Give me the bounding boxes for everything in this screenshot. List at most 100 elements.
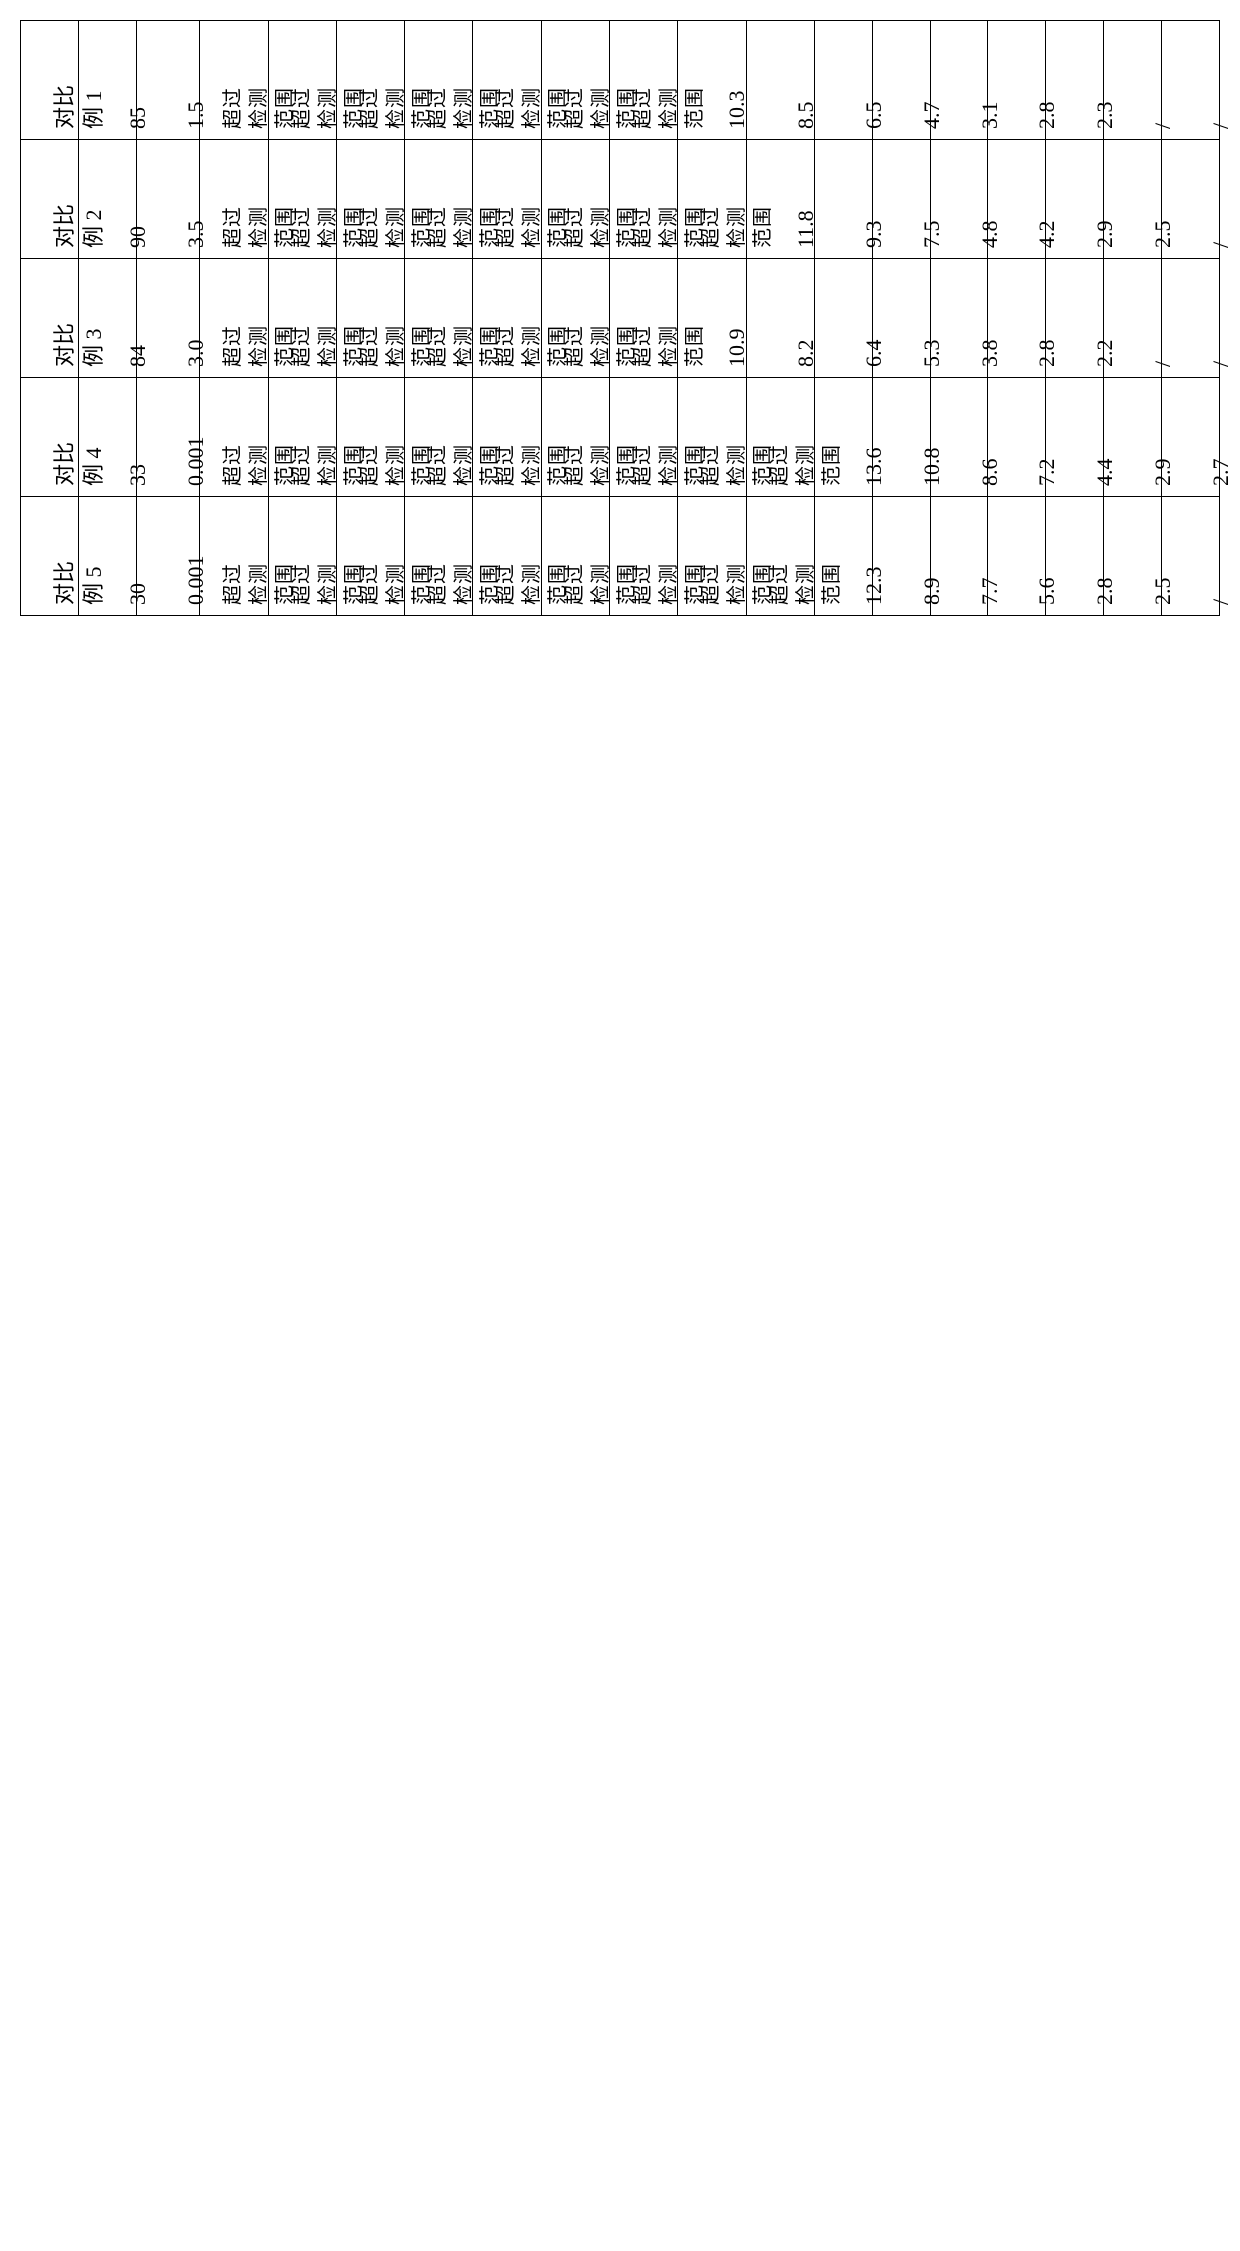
table-cell: 超过 检测 范围: [541, 259, 609, 378]
table-cell: 超过 检测 范围: [610, 259, 678, 378]
table-cell: 超过 检测 范围: [610, 497, 678, 616]
table-cell: 超过 检测 范围: [541, 378, 609, 497]
table-cell: 9.3: [814, 140, 872, 259]
table-cell: 超过 检测 范围: [268, 259, 336, 378]
table-cell: 3.8: [930, 259, 988, 378]
row-label-cell: 对比 例 3: [21, 259, 79, 378]
cell-value: /: [1162, 21, 1240, 139]
table-cell: 超过 检测 范围: [405, 259, 473, 378]
table-row: 对比 例 5300.001超过 检测 范围超过 检测 范围超过 检测 范围超过 …: [21, 497, 1220, 616]
table-cell: 超过 检测 范围: [200, 259, 268, 378]
data-table: 对比 例 1851.5超过 检测 范围超过 检测 范围超过 检测 范围超过 检测…: [20, 20, 1220, 616]
table-cell: 2.7: [1162, 378, 1220, 497]
table-cell: 10.8: [872, 378, 930, 497]
table-cell: 超过 检测 范围: [336, 21, 404, 140]
cell-value: 2.7: [1162, 378, 1240, 496]
table-cell: 2.8: [1046, 497, 1104, 616]
table-cell: 超过 检测 范围: [541, 497, 609, 616]
table-cell: 超过 检测 范围: [541, 140, 609, 259]
table-row: 对比 例 2903.5超过 检测 范围超过 检测 范围超过 检测 范围超过 检测…: [21, 140, 1220, 259]
table-cell: 超过 检测 范围: [336, 497, 404, 616]
table-cell: 8.5: [746, 21, 814, 140]
row-label-cell: 对比 例 1: [21, 21, 79, 140]
table-cell: 超过 检测 范围: [336, 378, 404, 497]
cell-value: /: [1162, 259, 1240, 377]
row-label-cell: 对比 例 2: [21, 140, 79, 259]
table-cell: 4.2: [988, 140, 1046, 259]
table-cell: 10.9: [678, 259, 746, 378]
table-cell: 超过 检测 范围: [200, 21, 268, 140]
table-cell: 超过 检测 范围: [200, 140, 268, 259]
table-cell: 超过 检测 范围: [473, 140, 541, 259]
row-label-cell: 对比 例 5: [21, 497, 79, 616]
table-cell: 4.7: [872, 21, 930, 140]
table-cell: 85: [78, 21, 136, 140]
table-cell: 8.9: [872, 497, 930, 616]
table-cell: /: [1162, 497, 1220, 616]
table-cell: 1.5: [136, 21, 200, 140]
table-cell: 超过 检测 范围: [610, 21, 678, 140]
table-cell: 超过 检测 范围: [473, 497, 541, 616]
table-cell: 12.3: [814, 497, 872, 616]
table-body: 对比 例 1851.5超过 检测 范围超过 检测 范围超过 检测 范围超过 检测…: [21, 21, 1220, 616]
table-cell: 超过 检测 范围: [336, 140, 404, 259]
table-cell: 8.2: [746, 259, 814, 378]
table-row: 对比 例 3843.0超过 检测 范围超过 检测 范围超过 检测 范围超过 检测…: [21, 259, 1220, 378]
cell-value: /: [1162, 140, 1240, 258]
table-cell: 90: [78, 140, 136, 259]
cell-value: /: [1162, 497, 1240, 615]
table-cell: 2.9: [1046, 140, 1104, 259]
table-cell: 超过 检测 范围: [405, 21, 473, 140]
table-cell: 8.6: [930, 378, 988, 497]
table-cell: 超过 检测 范围: [268, 140, 336, 259]
table-cell: 6.5: [814, 21, 872, 140]
table-cell: 7.2: [988, 378, 1046, 497]
table-cell: 2.2: [1046, 259, 1104, 378]
table-cell: 33: [78, 378, 136, 497]
table-cell: 11.8: [746, 140, 814, 259]
table-cell: /: [1104, 259, 1162, 378]
table-cell: /: [1162, 259, 1220, 378]
table-cell: 3.0: [136, 259, 200, 378]
page: 对比 例 1851.5超过 检测 范围超过 检测 范围超过 检测 范围超过 检测…: [20, 20, 1220, 616]
table-cell: 超过 检测 范围: [746, 497, 814, 616]
table-cell: 超过 检测 范围: [200, 497, 268, 616]
table-cell: 30: [78, 497, 136, 616]
table-cell: 超过 检测 范围: [268, 497, 336, 616]
table-cell: 10.3: [678, 21, 746, 140]
table-cell: 超过 检测 范围: [405, 140, 473, 259]
table-cell: 超过 检测 范围: [678, 497, 746, 616]
table-cell: 超过 检测 范围: [678, 378, 746, 497]
table-cell: 0.001: [136, 378, 200, 497]
table-cell: 超过 检测 范围: [610, 140, 678, 259]
table-cell: 超过 检测 范围: [405, 378, 473, 497]
table-cell: 超过 检测 范围: [610, 378, 678, 497]
table-row: 对比 例 4330.001超过 检测 范围超过 检测 范围超过 检测 范围超过 …: [21, 378, 1220, 497]
table-cell: 超过 检测 范围: [678, 140, 746, 259]
table-cell: 2.8: [988, 21, 1046, 140]
table-cell: 超过 检测 范围: [746, 378, 814, 497]
table-cell: 超过 检测 范围: [473, 259, 541, 378]
table-cell: 2.5: [1104, 497, 1162, 616]
table-cell: 4.4: [1046, 378, 1104, 497]
table-cell: 5.6: [988, 497, 1046, 616]
table-cell: 超过 检测 范围: [268, 378, 336, 497]
table-cell: 超过 检测 范围: [336, 259, 404, 378]
table-row: 对比 例 1851.5超过 检测 范围超过 检测 范围超过 检测 范围超过 检测…: [21, 21, 1220, 140]
table-cell: 超过 检测 范围: [200, 378, 268, 497]
table-cell: /: [1104, 21, 1162, 140]
table-cell: 3.5: [136, 140, 200, 259]
table-cell: 13.6: [814, 378, 872, 497]
table-cell: /: [1162, 21, 1220, 140]
row-label-cell: 对比 例 4: [21, 378, 79, 497]
table-cell: 5.3: [872, 259, 930, 378]
table-cell: 超过 检测 范围: [405, 497, 473, 616]
table-cell: 7.5: [872, 140, 930, 259]
table-cell: 0.001: [136, 497, 200, 616]
table-cell: /: [1162, 140, 1220, 259]
table-cell: 7.7: [930, 497, 988, 616]
table-cell: 超过 检测 范围: [268, 21, 336, 140]
table-cell: 超过 检测 范围: [473, 378, 541, 497]
table-cell: 84: [78, 259, 136, 378]
table-cell: 超过 检测 范围: [473, 21, 541, 140]
